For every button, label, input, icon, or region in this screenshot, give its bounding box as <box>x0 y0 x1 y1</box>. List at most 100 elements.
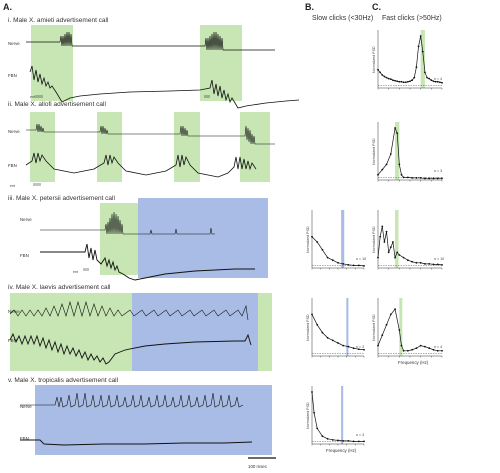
psd-point <box>321 248 324 251</box>
psd-n-label: n = 3 <box>434 169 442 173</box>
stim-ticks-ii <box>33 183 41 186</box>
psd-point <box>428 347 431 350</box>
fbn-trace-iii <box>40 243 255 281</box>
nerve-trace-v <box>20 392 244 408</box>
psd-point <box>383 241 386 243</box>
trace-label-nerve: Nerve <box>8 309 20 314</box>
psd-ylabel: Normalized PSD <box>306 314 310 341</box>
psd-point <box>411 79 414 82</box>
psd-point <box>352 440 355 443</box>
psd-point <box>389 153 392 155</box>
psd-point <box>316 323 319 326</box>
psd-point <box>419 344 422 347</box>
psd-point <box>321 435 324 438</box>
psd-point <box>402 256 405 259</box>
psd-point <box>424 345 426 348</box>
psd-n-label: n = 4 <box>434 77 442 81</box>
psd-point <box>377 68 379 71</box>
psd-point <box>363 440 365 443</box>
highlight-blue <box>138 198 268 278</box>
trace-label-fbn: FBN <box>8 163 17 168</box>
psd-point <box>402 176 405 179</box>
psd-chart-c-1: Normalized PSD n = 4 <box>372 30 443 90</box>
psd-ylabel: Normalized PSD <box>372 138 376 165</box>
psd-point <box>441 177 443 180</box>
psd-point <box>406 349 409 352</box>
fbn-trace-iv <box>9 332 252 365</box>
psd-point <box>415 261 418 264</box>
psd-point <box>411 260 414 263</box>
psd-point <box>389 78 392 81</box>
psd-point <box>424 177 426 180</box>
psd-point <box>347 263 350 266</box>
psd-point <box>379 71 382 74</box>
psd-chart-c-4: Normalized PSD n = 4 Frequency (Hz) <box>372 298 443 365</box>
trace-label-nerve: Nerve <box>20 404 32 409</box>
psd-point <box>394 79 396 82</box>
psd-point <box>331 339 334 342</box>
psd-point <box>331 259 334 262</box>
psd-point <box>426 76 428 79</box>
psd-point <box>404 81 407 84</box>
psd-point <box>402 81 405 84</box>
psd-point <box>396 80 399 83</box>
psd-point <box>424 262 426 265</box>
psd-point <box>417 45 420 48</box>
psd-point <box>428 262 431 265</box>
psd-point <box>347 345 350 348</box>
panel-letter-a: A. <box>3 2 12 12</box>
psd-point <box>381 334 384 337</box>
psd-highlight <box>346 298 349 356</box>
nerve-trace-ii <box>26 123 275 145</box>
psd-point <box>411 348 414 351</box>
psd-point <box>438 81 441 84</box>
psd-point <box>436 177 439 180</box>
psd-point <box>436 80 439 83</box>
psd-point <box>381 74 384 76</box>
psd-line <box>377 308 442 352</box>
trace-label-fbn: FBN <box>8 338 17 343</box>
column-header-fast: Fast clicks (>50Hz) <box>382 15 442 22</box>
psd-line <box>377 126 442 179</box>
psd-point <box>434 80 437 83</box>
psd-point <box>377 173 379 176</box>
psd-point <box>424 71 426 74</box>
psd-point <box>381 225 384 228</box>
fbn-trace-ii <box>25 152 257 178</box>
psd-point <box>398 254 401 256</box>
row-title-i: i. Male X. amieti advertisement call <box>8 17 109 24</box>
psd-point <box>398 163 401 166</box>
psd-n-label: n = 10 <box>356 257 366 261</box>
psd-point <box>337 439 339 442</box>
psd-point <box>402 349 405 352</box>
psd-point <box>409 80 411 83</box>
psd-point <box>396 251 399 254</box>
psd-ylabel: Normalized PSD <box>372 46 376 73</box>
psd-point <box>326 256 329 259</box>
psd-point <box>406 80 409 83</box>
psd-point <box>396 132 399 135</box>
psd-xlabel: Frequency (Hz) <box>326 448 357 453</box>
psd-point <box>363 348 365 351</box>
psd-point <box>316 241 319 243</box>
nerve-trace-iii <box>40 211 215 235</box>
trace-label-fbn: FBN <box>8 73 17 78</box>
psd-highlight <box>420 30 425 88</box>
psd-point <box>342 344 345 347</box>
psd-point <box>428 177 431 180</box>
psd-n-label: n = 3 <box>356 433 364 437</box>
highlight-green <box>258 293 272 371</box>
panel-letter-c: C. <box>372 2 381 12</box>
psd-point <box>337 261 339 264</box>
psd-point <box>392 79 394 82</box>
psd-point <box>383 75 386 78</box>
psd-point <box>432 80 435 83</box>
psd-point <box>406 176 409 179</box>
psd-chart-c-3: Normalized PSD n = 10 <box>372 210 444 270</box>
psd-ylabel: Normalized PSD <box>372 226 376 253</box>
psd-point <box>394 308 396 311</box>
psd-highlight <box>399 298 403 356</box>
psd-n-label: n = 3 <box>356 345 364 349</box>
psd-point <box>347 439 350 442</box>
